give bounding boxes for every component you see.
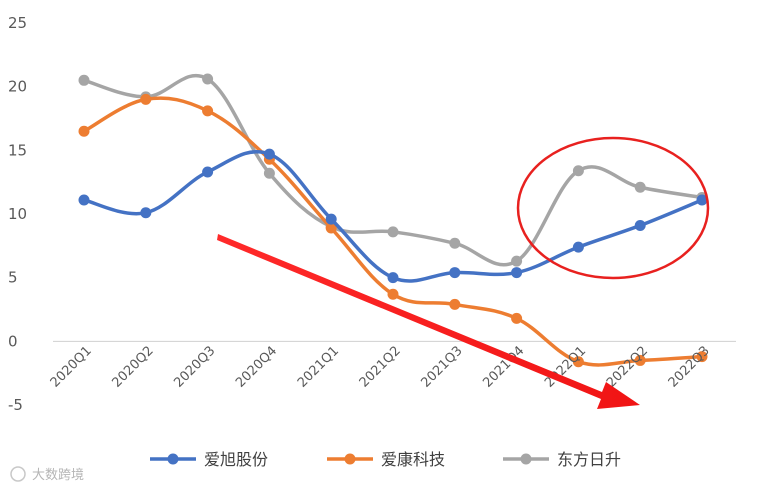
x-tick-label: 2020Q1 xyxy=(48,344,95,391)
series-0-point-8 xyxy=(572,241,584,253)
y-tick-label: 0 xyxy=(8,332,18,350)
series-2-point-3 xyxy=(263,167,275,179)
series-1-point-4 xyxy=(325,222,337,234)
y-tick-label: 20 xyxy=(8,78,27,96)
series-2-point-6 xyxy=(449,237,461,249)
series-1-point-5 xyxy=(387,288,399,300)
series-2-point-8 xyxy=(572,165,584,177)
series-1-point-8 xyxy=(572,356,584,368)
legend-marker-1 xyxy=(344,453,356,465)
series-1-point-9 xyxy=(634,354,646,366)
legend-label-0: 爱旭股份 xyxy=(204,450,268,469)
series-0-point-3 xyxy=(263,148,275,160)
legend-label-1: 爱康科技 xyxy=(381,450,445,469)
y-axis: -5 0 5 10 15 20 25 xyxy=(8,14,27,414)
y-tick-label: -5 xyxy=(8,396,23,414)
watermark-logo-icon xyxy=(10,466,26,482)
series-2-point-5 xyxy=(387,226,399,238)
series-1-point-6 xyxy=(449,298,461,310)
x-tick-label: 2020Q2 xyxy=(110,344,157,391)
watermark-text: 大数跨境 xyxy=(32,468,84,483)
series-2-point-9 xyxy=(634,181,646,193)
x-tick-label: 2022Q3 xyxy=(666,344,713,391)
y-tick-label: 5 xyxy=(8,269,18,287)
x-tick-label: 2020Q4 xyxy=(233,344,280,391)
series-1-point-0 xyxy=(78,125,90,137)
series-0-point-10 xyxy=(696,194,708,206)
highlight-circle-annotation xyxy=(516,136,710,280)
series-0-point-7 xyxy=(511,267,523,279)
x-tick-label: 2022Q2 xyxy=(604,344,651,391)
series-0-point-6 xyxy=(449,267,461,279)
series-0-point-9 xyxy=(634,219,646,231)
legend: 爱旭股份 爱康科技 东方日升 xyxy=(150,450,621,469)
series-0-point-0 xyxy=(78,194,90,206)
series-2-point-7 xyxy=(511,255,523,267)
series-0-point-4 xyxy=(325,213,337,225)
legend-marker-2 xyxy=(520,453,532,465)
trend-arrow-annotation xyxy=(217,234,640,409)
y-tick-label: 15 xyxy=(8,141,27,159)
series-0-point-1 xyxy=(140,207,152,219)
series-2-point-2 xyxy=(202,73,214,85)
x-tick-label: 2021Q3 xyxy=(419,344,466,391)
watermark: 大数跨境 xyxy=(10,466,84,483)
series-1-point-10 xyxy=(696,351,708,363)
series-2-point-0 xyxy=(78,74,90,86)
series-0-point-2 xyxy=(202,166,214,178)
series-1-point-7 xyxy=(511,312,523,324)
series-line-2 xyxy=(82,73,704,267)
x-tick-label: 2021Q1 xyxy=(295,344,342,391)
y-tick-label: 25 xyxy=(8,14,27,32)
legend-label-2: 东方日升 xyxy=(557,450,621,469)
series-1-point-1 xyxy=(140,93,152,105)
x-tick-label: 2021Q2 xyxy=(357,344,404,391)
series-layer xyxy=(78,73,708,368)
series-1-point-2 xyxy=(202,105,214,117)
legend-marker-0 xyxy=(167,453,179,465)
y-tick-label: 10 xyxy=(8,205,27,223)
x-tick-label: 2020Q3 xyxy=(171,344,218,391)
series-0-point-5 xyxy=(387,272,399,284)
x-axis: 2020Q1 2020Q2 2020Q3 2020Q4 2021Q1 2021Q2 2021… xyxy=(48,344,713,391)
